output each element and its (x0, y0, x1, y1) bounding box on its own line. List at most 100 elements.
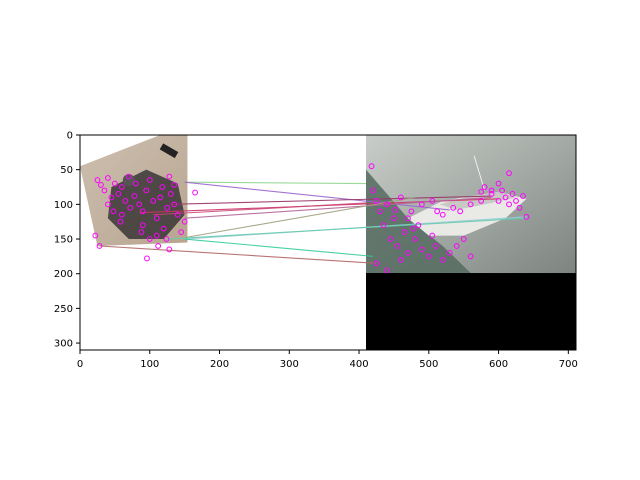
match-line-2 (170, 195, 492, 205)
keypoints-right-point (467, 201, 474, 208)
keypoints-right-point (513, 197, 519, 204)
keypoints-right-point (429, 232, 436, 239)
keypoints-right-point (398, 256, 404, 263)
keypoints-right-point (418, 201, 425, 208)
keypoints-left-point (117, 218, 124, 225)
keypoints-left-point (153, 215, 160, 222)
keypoints-left-point (171, 182, 178, 188)
keypoints-left-point (192, 189, 199, 196)
keypoints-right-point (432, 243, 439, 249)
y-tick-label: 50 (60, 165, 73, 176)
y-tick-label: 0 (67, 131, 73, 142)
match-line-10 (167, 217, 527, 240)
keypoints-left-point (110, 208, 117, 215)
keypoints-left-point (174, 211, 181, 218)
keypoints-left-point (164, 204, 171, 211)
keypoints-left-point (131, 193, 138, 199)
keypoints-right-point (460, 236, 467, 242)
keypoints-left-point (127, 204, 134, 211)
x-tick-label: 500 (419, 359, 438, 370)
y-tick-label: 100 (54, 200, 73, 211)
x-tick-label: 200 (210, 359, 229, 370)
keypoints-left-point (115, 191, 122, 197)
keypoints-right-point (370, 187, 376, 194)
keypoints-right-point (478, 188, 485, 195)
keypoints-left-point (155, 243, 162, 249)
keypoints-left-point (122, 197, 129, 204)
keypoints-left-point (159, 184, 166, 190)
keypoints-right-point (408, 208, 415, 215)
keypoints-left-point (171, 201, 178, 208)
y-axis: 0 50 100 150 200 250 300 (54, 131, 80, 350)
match-line-0 (187, 181, 367, 185)
keypoints-right-point (450, 204, 457, 211)
keypoints-left-point (166, 246, 173, 253)
keypoints-left-point (157, 194, 164, 201)
match-line-9 (153, 202, 367, 216)
keypoints-left-point (105, 201, 111, 208)
keypoints-left-point (98, 182, 104, 188)
keypoints-right-point (516, 204, 523, 211)
keypoints-left-point (105, 175, 111, 181)
boat-deck (439, 191, 517, 210)
y-tick-label: 300 (54, 339, 73, 350)
keypoints-left-point (132, 180, 139, 187)
keypoints-right-point (488, 187, 495, 194)
keypoints-right-point (401, 229, 408, 235)
y-tick-label: 250 (54, 304, 73, 315)
keypoints-left-point (92, 232, 99, 239)
keypoints-right-point (495, 197, 502, 204)
keypoints-right-point (502, 194, 509, 201)
keypoints-left-point (139, 208, 146, 215)
camera-body (107, 169, 185, 240)
keypoints-left-point (146, 236, 153, 242)
padding-fill (366, 273, 576, 350)
keypoints-right-point (499, 187, 505, 194)
x-tick-label: 400 (349, 359, 368, 370)
keypoints-left-point (108, 194, 115, 201)
keypoints-right-point (384, 267, 390, 274)
plot-area (80, 135, 576, 350)
keypoints-right-point (488, 191, 495, 197)
keypoints-left-point (101, 187, 108, 194)
keypoints-right-point (434, 208, 441, 215)
keypoints-right-point (404, 250, 411, 256)
keypoints-left-point (139, 222, 146, 229)
keypoints-right-point (368, 163, 375, 170)
keypoints-right-point (446, 250, 453, 256)
x-axis: 0 100 200 300 400 500 600 700 (77, 350, 578, 370)
match-line-7 (184, 238, 374, 257)
keypoints-right-point (392, 207, 399, 213)
keypoints-right-point (415, 222, 422, 229)
keypoints-right-point (453, 243, 460, 249)
x-tick-label: 0 (77, 359, 83, 370)
shore-vegetation (366, 169, 471, 274)
keypoints-right-point (418, 246, 425, 253)
match-line-4 (184, 196, 492, 219)
y-tick-label: 200 (54, 269, 73, 280)
keypoints-left-point (96, 243, 103, 249)
keypoints-right-point (520, 193, 526, 199)
y-tick-label: 150 (54, 235, 73, 246)
match-line-8 (99, 245, 377, 264)
keypoints-right-point (467, 253, 474, 260)
keypoints-left-point (167, 191, 174, 197)
keypoints-left-point (153, 232, 160, 239)
keypoints-right-point (439, 256, 446, 263)
keypoints-right-point (387, 236, 394, 242)
keypoints-right-point (495, 180, 502, 187)
x-tick-label: 100 (140, 359, 159, 370)
keypoints-right-point (373, 260, 380, 267)
keypoints-left-point (143, 187, 150, 194)
keypoints-right-point (410, 225, 417, 232)
keypoints (92, 163, 530, 274)
keypoints-left-point (178, 229, 185, 235)
keypoints-right-point (377, 208, 383, 215)
camera-lens (159, 143, 179, 159)
keypoints-right-point (391, 215, 397, 222)
keypoints-right-point (481, 184, 488, 190)
keypoints-right-point (523, 213, 530, 220)
keypoints-right-point (380, 222, 387, 229)
keypoints-left-point (118, 184, 125, 190)
